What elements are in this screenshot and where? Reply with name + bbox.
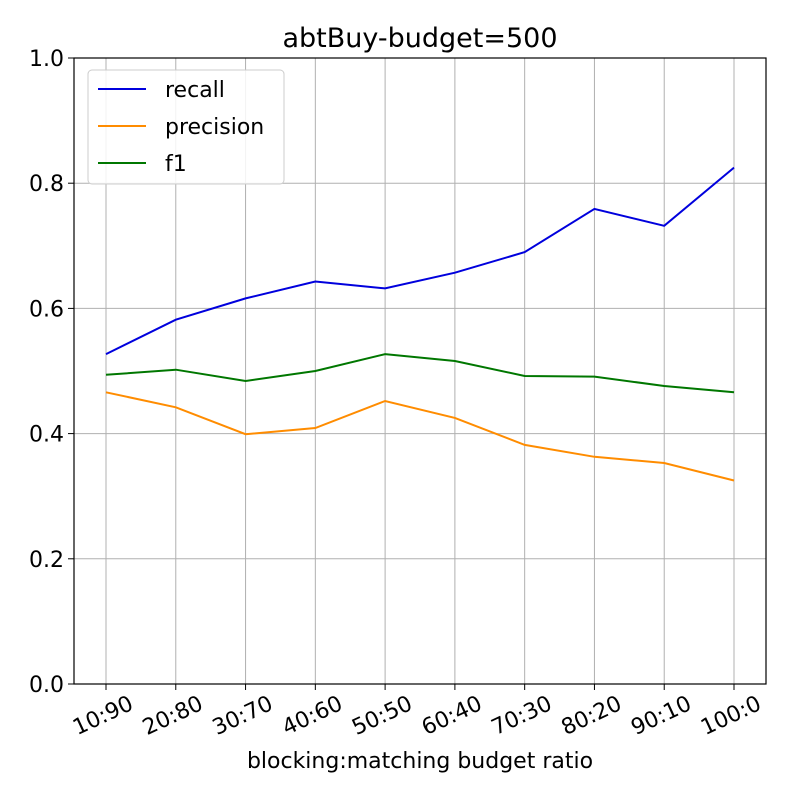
plot-frame bbox=[73, 57, 767, 685]
legend: recall precision f1 bbox=[87, 69, 285, 185]
x-axis-label: blocking:matching budget ratio bbox=[247, 749, 593, 774]
x-axis: 10:90 20:80 30:70 40:60 50:50 60:40 70:30 80:20… bbox=[69, 684, 765, 741]
x-tick-label: 50:50 bbox=[348, 691, 416, 740]
y-axis: 0.0 0.2 0.4 0.6 0.8 1.0 bbox=[29, 47, 74, 698]
x-tick-label: 60:40 bbox=[418, 691, 486, 740]
y-tick-label: 0.4 bbox=[29, 423, 64, 448]
series-line-f1 bbox=[105, 353, 735, 394]
y-tick-label: 0.6 bbox=[29, 297, 64, 322]
x-tick-label: 80:20 bbox=[558, 691, 626, 740]
x-tick-label: 100:0 bbox=[697, 691, 765, 740]
x-tick-label: 10:90 bbox=[69, 691, 137, 740]
x-tick-label: 40:60 bbox=[279, 691, 347, 740]
x-tick-label: 70:30 bbox=[488, 691, 556, 740]
y-tick-label: 0.0 bbox=[29, 673, 64, 698]
x-tick-label: 30:70 bbox=[209, 691, 277, 740]
legend-box bbox=[87, 69, 285, 185]
x-tick-label: 90:10 bbox=[627, 691, 695, 740]
series-line-precision bbox=[105, 391, 735, 482]
legend-label-recall: recall bbox=[165, 78, 225, 103]
y-tick-label: 1.0 bbox=[29, 47, 64, 72]
series-line-recall bbox=[105, 166, 735, 355]
legend-label-f1: f1 bbox=[165, 152, 187, 177]
series-lines bbox=[105, 166, 735, 482]
y-tick-label: 0.8 bbox=[29, 172, 64, 197]
legend-label-precision: precision bbox=[165, 115, 264, 140]
y-tick-label: 0.2 bbox=[29, 548, 64, 573]
x-tick-label: 20:80 bbox=[139, 691, 207, 740]
chart-title: abtBuy-budget=500 bbox=[282, 23, 557, 54]
